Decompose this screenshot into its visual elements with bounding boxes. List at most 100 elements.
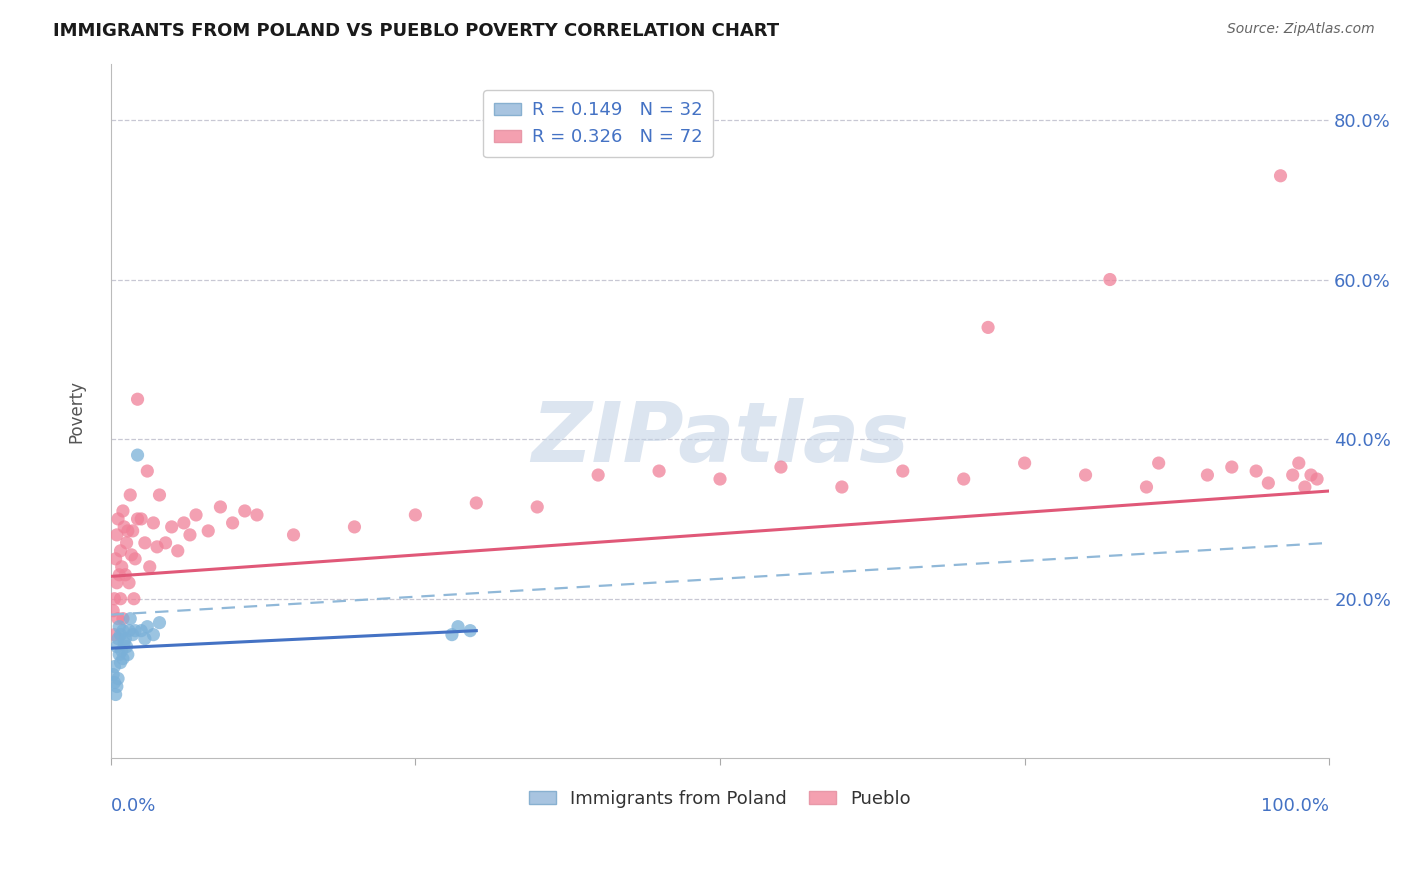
Point bbox=[465, 496, 488, 510]
Point bbox=[1147, 456, 1170, 470]
Point bbox=[148, 615, 170, 630]
Point bbox=[105, 680, 128, 694]
Point bbox=[108, 620, 131, 634]
Point bbox=[121, 627, 143, 641]
Text: 100.0%: 100.0% bbox=[1261, 797, 1329, 814]
Point bbox=[108, 567, 131, 582]
Point bbox=[110, 627, 132, 641]
Point bbox=[111, 504, 134, 518]
Point bbox=[233, 504, 256, 518]
Point bbox=[103, 667, 125, 681]
Point bbox=[103, 659, 125, 673]
Point bbox=[107, 672, 129, 686]
Point bbox=[104, 551, 127, 566]
Point bbox=[103, 604, 125, 618]
Text: 0.0%: 0.0% bbox=[111, 797, 156, 814]
Point bbox=[103, 675, 125, 690]
Text: Poverty: Poverty bbox=[67, 380, 86, 442]
Point bbox=[120, 488, 142, 502]
Point bbox=[111, 559, 134, 574]
Point bbox=[110, 591, 132, 606]
Point bbox=[586, 468, 609, 483]
Point bbox=[440, 627, 463, 641]
Point bbox=[122, 591, 145, 606]
Point bbox=[134, 536, 156, 550]
Point bbox=[343, 520, 366, 534]
Point bbox=[1135, 480, 1157, 494]
Point bbox=[117, 648, 139, 662]
Point bbox=[136, 620, 159, 634]
Point bbox=[1281, 468, 1303, 483]
Point bbox=[105, 528, 128, 542]
Point bbox=[104, 688, 127, 702]
Point bbox=[121, 524, 143, 538]
Text: ZIPatlas: ZIPatlas bbox=[531, 399, 908, 480]
Point bbox=[709, 472, 731, 486]
Point bbox=[197, 524, 219, 538]
Point bbox=[114, 567, 136, 582]
Point bbox=[155, 536, 177, 550]
Point bbox=[107, 612, 129, 626]
Point bbox=[124, 624, 146, 638]
Point bbox=[184, 508, 207, 522]
Point bbox=[1306, 472, 1329, 486]
Point bbox=[134, 632, 156, 646]
Point bbox=[221, 516, 243, 530]
Point bbox=[111, 651, 134, 665]
Text: IMMIGRANTS FROM POLAND VS PUEBLO POVERTY CORRELATION CHART: IMMIGRANTS FROM POLAND VS PUEBLO POVERTY… bbox=[53, 22, 779, 40]
Point bbox=[1244, 464, 1267, 478]
Point bbox=[105, 575, 128, 590]
Point bbox=[769, 460, 792, 475]
Point bbox=[103, 627, 125, 641]
Point bbox=[447, 620, 470, 634]
Point bbox=[1074, 468, 1097, 483]
Point bbox=[1299, 468, 1322, 483]
Point bbox=[114, 632, 136, 646]
Point bbox=[129, 624, 152, 638]
Point bbox=[105, 640, 128, 654]
Point bbox=[103, 591, 125, 606]
Point bbox=[831, 480, 853, 494]
Point bbox=[526, 500, 548, 514]
Point bbox=[115, 536, 138, 550]
Point bbox=[142, 627, 165, 641]
Point bbox=[891, 464, 914, 478]
Point bbox=[110, 544, 132, 558]
Point bbox=[115, 640, 138, 654]
Point bbox=[107, 632, 129, 646]
Point bbox=[112, 520, 135, 534]
Point bbox=[1014, 456, 1036, 470]
Point bbox=[136, 464, 159, 478]
Point bbox=[124, 551, 146, 566]
Point bbox=[179, 528, 201, 542]
Point bbox=[142, 516, 165, 530]
Point bbox=[246, 508, 269, 522]
Point bbox=[146, 540, 169, 554]
Point bbox=[111, 624, 134, 638]
Point bbox=[1294, 480, 1316, 494]
Point bbox=[117, 524, 139, 538]
Point bbox=[404, 508, 426, 522]
Point bbox=[977, 320, 1000, 334]
Point bbox=[107, 512, 129, 526]
Point bbox=[952, 472, 974, 486]
Point bbox=[112, 635, 135, 649]
Point bbox=[173, 516, 195, 530]
Point bbox=[139, 559, 162, 574]
Point bbox=[129, 512, 152, 526]
Point bbox=[160, 520, 183, 534]
Legend: Immigrants from Poland, Pueblo: Immigrants from Poland, Pueblo bbox=[522, 783, 918, 815]
Point bbox=[111, 612, 134, 626]
Point bbox=[120, 612, 142, 626]
Point bbox=[118, 575, 141, 590]
Point bbox=[648, 464, 671, 478]
Point bbox=[166, 544, 188, 558]
Point bbox=[127, 448, 149, 462]
Point bbox=[1257, 476, 1279, 491]
Point bbox=[1288, 456, 1310, 470]
Point bbox=[209, 500, 232, 514]
Point bbox=[127, 512, 149, 526]
Point bbox=[1220, 460, 1243, 475]
Point bbox=[458, 624, 481, 638]
Point bbox=[1197, 468, 1219, 483]
